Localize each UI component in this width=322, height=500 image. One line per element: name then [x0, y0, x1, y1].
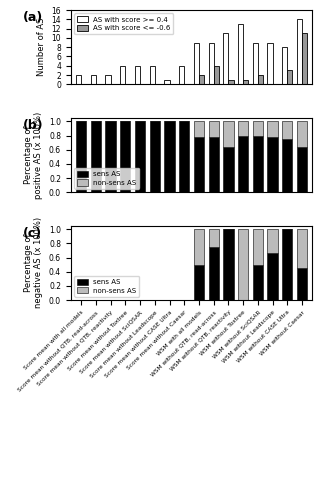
Bar: [105, 75, 110, 85]
Y-axis label: Percentage of
positive AS (x 100%): Percentage of positive AS (x 100%): [24, 112, 43, 198]
Bar: [150, 66, 155, 84]
Bar: [91, 122, 101, 192]
Bar: [282, 229, 292, 300]
Bar: [194, 122, 204, 137]
Bar: [268, 42, 273, 84]
Bar: [297, 147, 307, 192]
Bar: [91, 75, 96, 85]
Bar: [194, 42, 199, 84]
Y-axis label: Percentage of
negative AS (x 100%): Percentage of negative AS (x 100%): [24, 218, 43, 308]
Bar: [164, 80, 169, 84]
Bar: [228, 80, 233, 84]
Bar: [297, 229, 307, 268]
Bar: [209, 137, 219, 192]
Bar: [268, 229, 278, 252]
Bar: [223, 147, 233, 192]
Bar: [194, 264, 204, 300]
Bar: [282, 139, 292, 192]
Text: (a): (a): [23, 12, 43, 24]
Bar: [76, 122, 86, 192]
Bar: [223, 229, 233, 300]
Bar: [253, 42, 258, 84]
Bar: [214, 66, 219, 84]
Bar: [238, 122, 248, 136]
Bar: [268, 252, 278, 300]
Bar: [282, 47, 287, 84]
Bar: [209, 229, 219, 247]
Bar: [164, 122, 175, 192]
Bar: [253, 229, 263, 264]
Bar: [243, 80, 248, 84]
Bar: [268, 122, 278, 137]
Bar: [120, 122, 130, 192]
Bar: [179, 122, 189, 192]
Bar: [223, 122, 233, 147]
Bar: [302, 33, 307, 84]
Bar: [199, 75, 204, 85]
Bar: [287, 70, 292, 85]
Bar: [253, 122, 263, 136]
Legend: AS with score >= 0.4, AS with score <= -0.6: AS with score >= 0.4, AS with score <= -…: [74, 14, 173, 34]
Bar: [179, 66, 184, 84]
Bar: [194, 137, 204, 192]
Bar: [105, 122, 116, 192]
Bar: [253, 264, 263, 300]
Bar: [194, 229, 204, 264]
Legend: sens AS, non-sens AS: sens AS, non-sens AS: [74, 276, 139, 296]
Bar: [209, 42, 214, 84]
Y-axis label: Number of AS: Number of AS: [37, 18, 46, 76]
Bar: [135, 122, 145, 192]
Bar: [150, 122, 160, 192]
Bar: [135, 66, 140, 84]
Bar: [238, 24, 243, 84]
Bar: [120, 66, 125, 84]
Bar: [223, 33, 228, 84]
Legend: sens AS, non-sens AS: sens AS, non-sens AS: [74, 168, 139, 188]
Bar: [238, 136, 248, 192]
Text: (b): (b): [23, 120, 43, 132]
Bar: [297, 122, 307, 147]
Bar: [258, 75, 263, 85]
Bar: [76, 75, 81, 85]
Bar: [297, 20, 302, 84]
Bar: [253, 136, 263, 192]
Bar: [268, 137, 278, 192]
Bar: [238, 229, 248, 300]
Bar: [297, 268, 307, 300]
Bar: [209, 122, 219, 137]
Bar: [209, 247, 219, 300]
Bar: [282, 122, 292, 139]
Text: (c): (c): [23, 227, 42, 240]
